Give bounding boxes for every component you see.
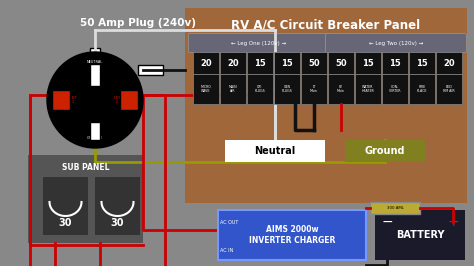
Text: RV A/C Circuit Breaker Panel: RV A/C Circuit Breaker Panel	[231, 18, 420, 31]
Text: HOT
2: HOT 2	[113, 96, 121, 104]
FancyBboxPatch shape	[90, 48, 100, 108]
FancyBboxPatch shape	[355, 52, 381, 74]
Text: 300 AML: 300 AML	[387, 206, 403, 210]
Text: MICRO
WAVE: MICRO WAVE	[201, 85, 211, 93]
FancyBboxPatch shape	[247, 52, 273, 74]
FancyBboxPatch shape	[382, 52, 408, 74]
Text: WATER
HEATER: WATER HEATER	[362, 85, 374, 93]
FancyBboxPatch shape	[193, 52, 219, 74]
Text: BATTERY: BATTERY	[396, 230, 444, 240]
FancyBboxPatch shape	[120, 90, 138, 110]
Text: 15: 15	[254, 59, 266, 68]
Text: BED
RM AIR: BED RM AIR	[443, 85, 455, 93]
Text: FIRE
PLACE: FIRE PLACE	[417, 85, 427, 93]
Text: 15: 15	[389, 59, 401, 68]
FancyBboxPatch shape	[90, 122, 100, 140]
Text: CON-
VERTER: CON- VERTER	[389, 85, 401, 93]
Text: +: +	[447, 215, 459, 229]
FancyBboxPatch shape	[225, 140, 325, 162]
FancyBboxPatch shape	[189, 34, 329, 52]
Text: GEN
PLUGS: GEN PLUGS	[282, 85, 292, 93]
FancyBboxPatch shape	[43, 177, 88, 235]
FancyBboxPatch shape	[370, 202, 420, 214]
Text: NEUTRAL: NEUTRAL	[87, 60, 103, 64]
FancyBboxPatch shape	[328, 74, 354, 104]
Text: 20: 20	[200, 59, 212, 68]
Text: 15: 15	[416, 59, 428, 68]
Text: 30: 30	[111, 218, 124, 228]
Text: SUB PANEL: SUB PANEL	[62, 163, 109, 172]
FancyBboxPatch shape	[301, 74, 327, 104]
Text: 50 Amp Plug (240v): 50 Amp Plug (240v)	[80, 18, 196, 28]
FancyBboxPatch shape	[328, 52, 354, 74]
Text: Ground: Ground	[365, 146, 405, 156]
FancyBboxPatch shape	[382, 74, 408, 104]
Text: Neutral: Neutral	[255, 146, 296, 156]
FancyBboxPatch shape	[193, 74, 219, 104]
Text: AC OUT: AC OUT	[220, 219, 238, 225]
Text: LT
Main: LT Main	[310, 85, 318, 93]
FancyBboxPatch shape	[274, 52, 300, 74]
Text: 50: 50	[335, 59, 347, 68]
FancyBboxPatch shape	[247, 74, 273, 104]
FancyBboxPatch shape	[220, 52, 246, 74]
Text: GFI
PLUGS: GFI PLUGS	[255, 85, 265, 93]
Text: HOT
1: HOT 1	[69, 96, 77, 104]
Circle shape	[47, 52, 143, 148]
FancyBboxPatch shape	[409, 52, 435, 74]
FancyBboxPatch shape	[220, 74, 246, 104]
Text: 30: 30	[59, 218, 72, 228]
Text: ← Leg Two (120v) →: ← Leg Two (120v) →	[369, 40, 423, 45]
FancyBboxPatch shape	[409, 74, 435, 104]
FancyBboxPatch shape	[301, 52, 327, 74]
FancyBboxPatch shape	[138, 65, 163, 75]
FancyBboxPatch shape	[90, 64, 100, 86]
FancyBboxPatch shape	[95, 177, 140, 235]
FancyBboxPatch shape	[375, 210, 465, 260]
Text: 15: 15	[281, 59, 293, 68]
FancyBboxPatch shape	[274, 74, 300, 104]
Text: 15: 15	[362, 59, 374, 68]
FancyBboxPatch shape	[345, 140, 425, 162]
Text: MAIN
AIR: MAIN AIR	[228, 85, 237, 93]
Text: ← Leg One (120v) →: ← Leg One (120v) →	[231, 40, 287, 45]
FancyBboxPatch shape	[52, 90, 70, 110]
FancyBboxPatch shape	[355, 74, 381, 104]
Text: GROUND: GROUND	[87, 136, 103, 140]
Text: 20: 20	[443, 59, 455, 68]
Text: RT
Main: RT Main	[337, 85, 345, 93]
FancyBboxPatch shape	[326, 34, 466, 52]
Text: −: −	[381, 215, 393, 229]
Text: 20: 20	[227, 59, 239, 68]
FancyBboxPatch shape	[436, 74, 462, 104]
Text: 50: 50	[308, 59, 320, 68]
Text: AIMS 2000w
INVERTER CHARGER: AIMS 2000w INVERTER CHARGER	[249, 225, 335, 245]
Text: AC IN: AC IN	[220, 247, 233, 252]
FancyBboxPatch shape	[28, 155, 143, 243]
FancyBboxPatch shape	[436, 52, 462, 74]
FancyBboxPatch shape	[185, 8, 467, 203]
FancyBboxPatch shape	[218, 210, 366, 260]
